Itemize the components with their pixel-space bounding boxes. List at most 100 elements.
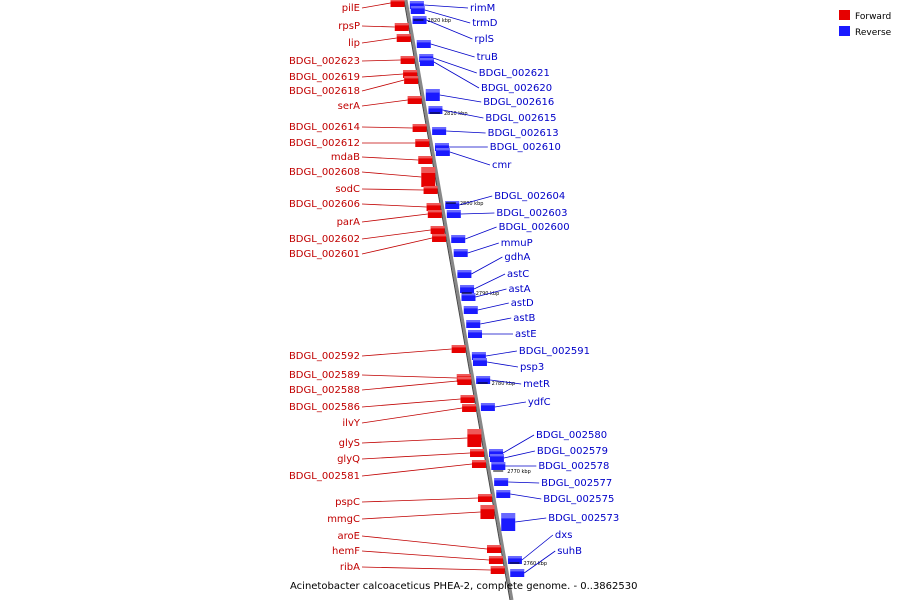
forward-gene-leader-21 [361, 437, 468, 444]
reverse-gene-leader-28 [508, 481, 540, 484]
forward-gene-block-3 [400, 56, 415, 64]
forward-gene-leader-4 [361, 73, 404, 78]
reverse-gene-leader-22 [486, 361, 519, 368]
kbp-tick-0: 2820 kbp [428, 18, 452, 24]
reverse-gene-block-13 [451, 235, 466, 243]
forward-gene-block-14 [430, 226, 445, 234]
reverse-gene-leader-11 [459, 195, 493, 206]
reverse-gene-label-14: mmuP [501, 238, 533, 249]
forward-gene-block-5 [404, 76, 419, 84]
forward-gene-leader-16 [361, 348, 452, 357]
forward-gene-label-8: BDGL_002612 [289, 138, 360, 149]
forward-gene-block-19 [460, 395, 475, 403]
reverse-gene-block-10 [435, 148, 450, 156]
reverse-gene-leader-24 [494, 401, 526, 408]
reverse-gene-block-32 [510, 569, 525, 577]
reverse-gene-label-17: astA [508, 284, 530, 295]
forward-gene-block-8 [415, 139, 430, 147]
forward-gene-label-19: BDGL_002586 [289, 402, 360, 413]
forward-gene-label-3: BDGL_002623 [289, 56, 360, 67]
reverse-gene-label-7: BDGL_002615 [485, 113, 556, 124]
forward-gene-leader-22 [361, 452, 471, 460]
reverse-gene-label-8: BDGL_002613 [488, 128, 559, 139]
forward-gene-leader-20 [361, 407, 463, 424]
reverse-gene-leader-7 [442, 109, 484, 119]
reverse-gene-block-25 [489, 449, 504, 457]
forward-gene-label-25: mmgC [327, 514, 360, 525]
reverse-gene-label-18: astD [511, 298, 534, 309]
forward-gene-label-6: serA [338, 101, 360, 112]
reverse-gene-leader-19 [480, 317, 512, 325]
reverse-gene-label-21: BDGL_002591 [519, 346, 590, 357]
reverse-gene-leader-25 [502, 434, 535, 454]
forward-gene-label-14: BDGL_002602 [289, 234, 360, 245]
reverse-gene-label-22: psp3 [520, 362, 544, 373]
forward-gene-block-27 [488, 556, 503, 564]
forward-gene-block-21 [467, 429, 482, 447]
reverse-gene-leader-5 [433, 61, 480, 89]
forward-gene-label-20: ilvY [342, 418, 360, 429]
reverse-gene-label-3: truB [477, 52, 498, 63]
reverse-gene-block-5 [419, 58, 434, 66]
forward-gene-label-24: pspC [335, 497, 360, 508]
forward-gene-leader-10 [361, 171, 422, 178]
forward-gene-block-15 [432, 234, 447, 242]
reverse-gene-label-9: BDGL_002610 [490, 142, 561, 153]
forward-gene-block-18 [457, 377, 472, 385]
forward-gene-leader-14 [361, 229, 431, 240]
kbp-tick-4: 2780 kbp [492, 381, 516, 387]
reverse-gene-label-12: BDGL_002603 [496, 208, 567, 219]
forward-gene-leader-18 [361, 380, 458, 391]
forward-gene-label-23: BDGL_002581 [289, 471, 360, 482]
reverse-gene-leader-30 [515, 517, 547, 523]
forward-gene-block-9 [418, 156, 433, 164]
forward-gene-block-7 [412, 124, 427, 132]
forward-gene-leader-28 [361, 566, 491, 571]
forward-gene-label-21: glyS [339, 438, 360, 449]
legend-forward-swatch [839, 10, 850, 20]
reverse-gene-label-20: astE [515, 329, 537, 340]
reverse-gene-block-27 [491, 462, 506, 470]
reverse-gene-label-32: suhB [557, 546, 582, 557]
reverse-gene-block-22 [472, 358, 487, 366]
reverse-gene-label-30: BDGL_002573 [548, 513, 619, 524]
forward-gene-leader-13 [361, 213, 428, 223]
reverse-gene-block-20 [468, 330, 483, 338]
reverse-gene-label-28: BDGL_002577 [541, 478, 612, 489]
reverse-gene-block-19 [466, 320, 481, 328]
forward-gene-label-15: BDGL_002601 [289, 249, 360, 260]
reverse-gene-block-3 [416, 40, 431, 48]
forward-gene-block-24 [477, 494, 492, 502]
reverse-gene-label-31: dxs [555, 530, 572, 541]
forward-gene-label-28: ribA [340, 562, 360, 573]
reverse-gene-block-6 [425, 89, 440, 101]
reverse-gene-leader-0 [423, 4, 469, 9]
forward-gene-label-5: BDGL_002618 [289, 86, 360, 97]
forward-gene-block-2 [396, 34, 411, 42]
reverse-gene-leader-12 [460, 212, 495, 215]
reverse-gene-leader-15 [471, 256, 503, 275]
forward-gene-block-23 [471, 460, 486, 468]
reverse-gene-label-15: gdhA [504, 252, 530, 263]
reverse-gene-leader-4 [433, 57, 477, 74]
reverse-gene-label-19: astB [513, 313, 535, 324]
reverse-gene-label-16: astC [507, 269, 529, 280]
forward-gene-label-12: BDGL_002606 [289, 199, 360, 210]
reverse-gene-block-16 [460, 285, 475, 293]
reverse-gene-block-23 [476, 376, 491, 384]
forward-gene-leader-26 [361, 535, 488, 550]
reverse-gene-label-4: BDGL_002621 [479, 68, 550, 79]
forward-gene-block-4 [403, 70, 418, 78]
reverse-gene-block-1 [410, 6, 425, 14]
forward-gene-block-28 [490, 566, 505, 574]
forward-gene-label-7: BDGL_002614 [289, 122, 360, 133]
reverse-gene-block-18 [463, 306, 478, 314]
forward-gene-leader-6 [361, 99, 408, 107]
forward-gene-leader-0 [361, 2, 391, 9]
reverse-gene-block-21 [471, 352, 486, 360]
genome-caption: Acinetobacter calcoaceticus PHEA-2, comp… [290, 581, 638, 592]
forward-gene-block-26 [486, 545, 501, 553]
reverse-gene-leader-16 [473, 273, 506, 290]
reverse-gene-block-24 [480, 403, 495, 411]
kbp-tick-2: 2800 kbp [460, 201, 484, 207]
